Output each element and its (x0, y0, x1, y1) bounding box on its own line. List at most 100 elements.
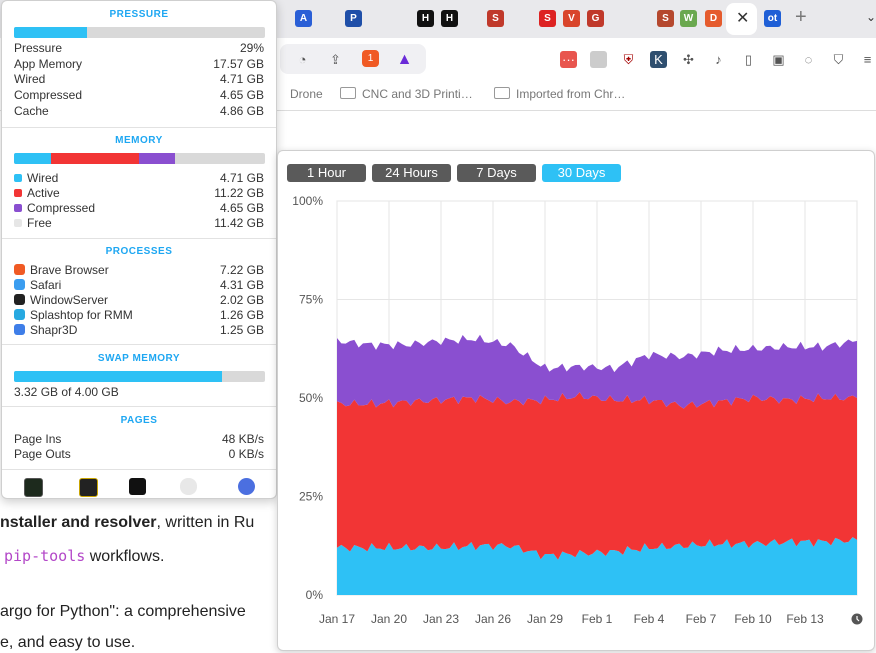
extension-arrow-icon[interactable] (590, 51, 607, 68)
range-button[interactable]: 30 Days (542, 164, 621, 182)
row-label-text: WindowServer (30, 293, 109, 307)
bookmark-drone[interactable]: Drone (290, 87, 323, 101)
x-tick-label: Jan 20 (371, 612, 407, 626)
menu-icon[interactable]: ≡ (863, 52, 872, 67)
extensions-puzzle-icon[interactable]: ✣ (683, 51, 694, 67)
row-value: 4.65 GB (219, 88, 264, 103)
terminal-icon (14, 294, 25, 305)
close-tab-icon[interactable]: ✕ (736, 10, 750, 27)
siri-icon[interactable] (238, 478, 255, 495)
memory-bar (14, 153, 265, 164)
pinned-tab-icon[interactable]: S (657, 10, 674, 27)
y-tick-label: 100% (292, 194, 323, 208)
row-label: App Memory (14, 57, 82, 71)
console-icon[interactable] (79, 478, 98, 497)
ublock-icon[interactable]: ⛨ (623, 51, 634, 67)
pinned-tab-icon[interactable]: S (487, 10, 504, 27)
x-tick-label: Feb 10 (734, 612, 772, 626)
bookmark-cnc[interactable]: CNC and 3D Printi… (340, 87, 473, 101)
brave-icon (14, 264, 25, 275)
activity-monitor-icon[interactable] (24, 478, 43, 497)
x-tick-label: Feb 7 (686, 612, 717, 626)
pinned-tab-icon[interactable]: H (417, 10, 434, 27)
row-label-text: Page Ins (14, 432, 62, 446)
processes-title: PROCESSES (105, 246, 173, 257)
range-button[interactable]: 24 Hours (372, 164, 451, 182)
row-label-text: Splashtop for RMM (30, 308, 133, 322)
safari-icon (14, 279, 25, 290)
range-button[interactable]: 7 Days (457, 164, 536, 182)
row-label-text: Page Outs (14, 447, 71, 461)
x-tick-label: Jan 26 (475, 612, 511, 626)
pinned-tab-icon[interactable]: ot (764, 10, 781, 27)
media-icon[interactable]: ♪ (715, 52, 722, 67)
row-value: 2.02 GB (219, 293, 264, 307)
pressure-row: Compressed 4.65 GB (14, 88, 264, 103)
row-label-text: Free (27, 216, 52, 230)
speedometer-icon[interactable]: ◔ (298, 52, 307, 67)
row-value: 48 KB/s (221, 432, 264, 446)
vpn-icon[interactable]: ◌ (804, 52, 813, 67)
row-label-text: Active (27, 186, 60, 200)
pinned-tab-icon[interactable]: P (345, 10, 362, 27)
share-icon[interactable]: ⇪ (330, 51, 341, 67)
pressure-bar (14, 27, 265, 38)
bookmark-imported[interactable]: Imported from Chr… (494, 87, 625, 101)
new-tab-icon[interactable]: + (795, 6, 807, 28)
row-label-text: Compressed (27, 201, 96, 215)
x-tick-label: Jan 23 (423, 612, 459, 626)
x-tick-label: Feb 13 (786, 612, 824, 626)
splashtop-icon (14, 309, 25, 320)
shapr3d-icon (14, 324, 25, 335)
x-tick-label: Jan 17 (319, 612, 355, 626)
x-tick-label: Feb 1 (582, 612, 613, 626)
row-label: WindowServer (14, 293, 108, 307)
tab-overview-chevron-icon[interactable]: ⌄ (866, 10, 876, 24)
row-label: Page Outs (14, 447, 71, 461)
brave-rewards-icon[interactable]: ▲ (396, 50, 413, 68)
range-button[interactable]: 1 Hour (287, 164, 366, 182)
folder-icon (494, 87, 510, 99)
clock-hands (856, 616, 860, 622)
row-value: 0 KB/s (228, 447, 264, 461)
area-series (337, 537, 857, 595)
row-label-text: Shapr3D (30, 323, 78, 337)
swap-bar-fill (14, 371, 223, 382)
pinned-tab-icon[interactable]: V (563, 10, 580, 27)
terminal-icon[interactable] (129, 478, 146, 495)
row-value: 4.31 GB (219, 278, 264, 292)
active-tab[interactable] (726, 3, 757, 35)
row-label: Compressed (14, 201, 95, 215)
shield-icon[interactable]: ⛉ (833, 51, 844, 67)
area-series (337, 334, 857, 409)
row-label-text: Wired (27, 171, 59, 185)
pinned-tab-icon[interactable]: G (587, 10, 604, 27)
pressure-row: Pressure 29% (14, 41, 264, 56)
row-label-text: Compressed (14, 88, 83, 103)
pages-row: Page Ins 48 KB/s (14, 432, 264, 447)
row-label: Safari (14, 278, 61, 292)
extension-k-icon[interactable]: K (650, 51, 667, 68)
area-series (337, 392, 857, 560)
process-row: WindowServer 2.02 GB (14, 293, 264, 308)
system-info-icon[interactable] (180, 478, 197, 495)
memory-bar-segment (50, 153, 139, 164)
pressure-row: App Memory 17.57 GB (14, 57, 264, 72)
sidebar-toggle-icon[interactable]: ▯ (744, 51, 753, 67)
memory-history-chart: 0% 25% 50% 75% 100% Jan 17 Jan 20 Jan 23 Jan 26 J… (292, 194, 863, 626)
wallet-icon[interactable]: ▣ (772, 51, 785, 67)
swap-title: SWAP MEMORY (97, 353, 181, 364)
brave-shields-icon[interactable]: 1 (362, 50, 379, 67)
extension-dots-icon[interactable]: ··· (560, 51, 577, 68)
pinned-tab-icon[interactable]: W (680, 10, 697, 27)
pinned-tab-icon[interactable]: D (705, 10, 722, 27)
pinned-tab-icon[interactable]: A (295, 10, 312, 27)
page-line-1: nstaller and resolver, written in Ru (0, 514, 255, 531)
pinned-tab-icon[interactable]: S (539, 10, 556, 27)
row-value: 4.71 GB (219, 72, 264, 87)
y-tick-label: 25% (299, 490, 323, 504)
row-label-text: Pressure (14, 41, 63, 55)
pinned-tab-icon[interactable]: H (441, 10, 458, 27)
memory-panel: PRESSURE MEMORY Wired 4.71 GB Active 11.22 … (1, 0, 277, 499)
address-bar[interactable] (280, 44, 426, 74)
